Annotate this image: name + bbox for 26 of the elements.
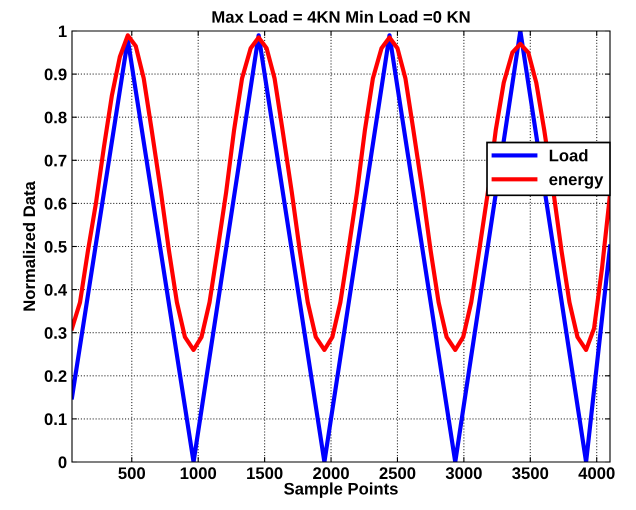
- y-tick-label: 0.3: [44, 327, 67, 339]
- y-tick-label: 0.8: [44, 112, 67, 124]
- legend-label: energy: [549, 176, 604, 189]
- y-tick-label: 0.7: [44, 154, 66, 167]
- chart-title: Max Load = 4KN Min Load =0 KN: [212, 10, 470, 23]
- y-axis-title: Normalized Data: [22, 181, 36, 311]
- y-tick-label: 0: [58, 456, 66, 468]
- x-tick-label: 2000: [313, 467, 349, 480]
- y-tick-label: 0.6: [44, 198, 67, 210]
- x-tick-label: 1000: [180, 467, 216, 480]
- y-tick-label: 0.1: [44, 413, 67, 426]
- y-tick-label: 0.9: [44, 68, 67, 80]
- x-tick-label: 3000: [446, 467, 482, 480]
- legend-label: Load: [550, 149, 588, 162]
- y-tick-label: 0.2: [44, 370, 66, 382]
- y-tick-label: 0.4: [44, 284, 68, 296]
- y-tick-label: 0.5: [44, 240, 67, 253]
- x-axis-title: Sample Points: [284, 482, 398, 498]
- x-tick-label: 1500: [247, 467, 282, 480]
- x-tick-label: 4000: [578, 467, 615, 480]
- line-series: [72, 31, 610, 462]
- x-tick-label: 2500: [380, 467, 416, 480]
- x-tick-label: 500: [118, 467, 145, 480]
- line-series: [72, 33, 610, 352]
- y-tick-label: 1: [58, 26, 67, 38]
- x-tick-label: 3500: [512, 467, 548, 480]
